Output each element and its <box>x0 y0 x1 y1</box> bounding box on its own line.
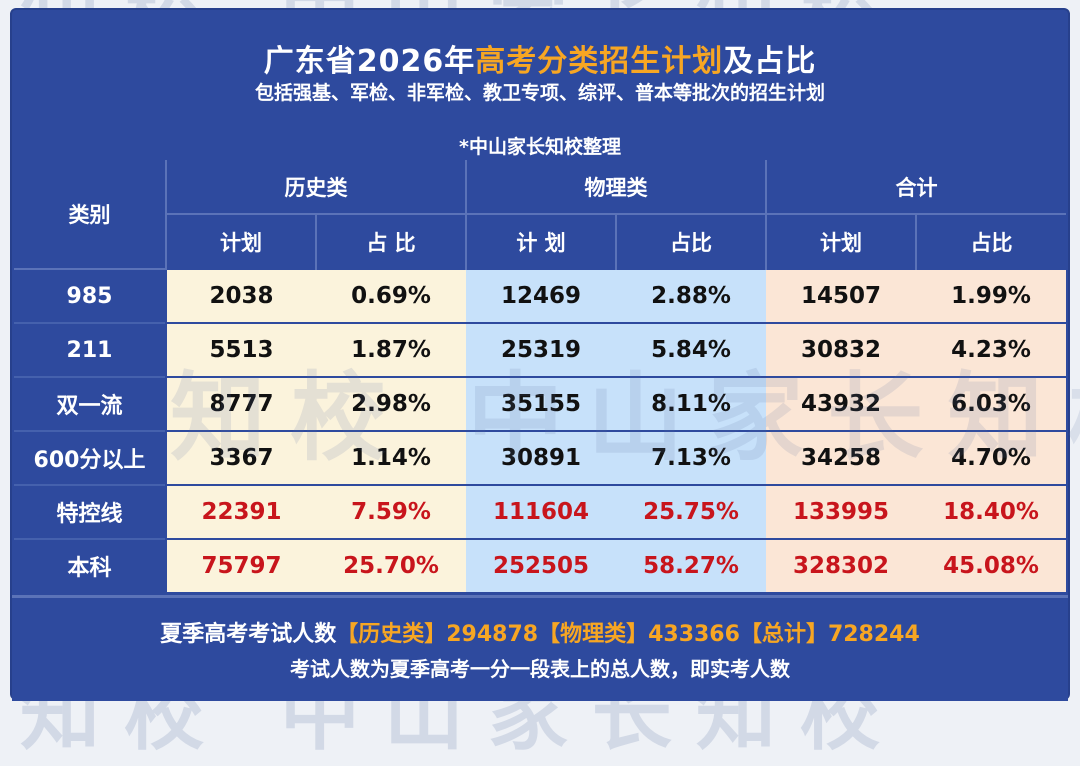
total-ratio-cell: 18.40% <box>916 484 1066 539</box>
history-plan-cell: 75797 <box>165 538 316 592</box>
row-label: 双一流 <box>14 376 166 431</box>
table-row-special-control-line: 特控线 22391 7.59% 111604 25.75% 133995 18.… <box>14 484 1066 539</box>
total-ratio-cell: 45.08% <box>916 538 1066 592</box>
history-ratio-cell: 25.70% <box>316 538 466 592</box>
subheader-history-ratio: 占 比 <box>315 214 466 269</box>
exam-count-note: 考试人数为夏季高考一分一段表上的总人数，即实考人数 <box>290 657 790 681</box>
physics-ratio-cell: 5.84% <box>616 322 766 377</box>
history-plan-cell: 8777 <box>165 376 316 431</box>
subheader-physics-ratio: 占比 <box>615 214 766 269</box>
history-plan-cell: 2038 <box>165 268 316 323</box>
physics-plan-cell: 25319 <box>466 322 616 377</box>
exam-count-total: 【总计】728244 <box>739 622 920 647</box>
physics-plan-cell: 12469 <box>466 268 616 323</box>
history-plan-cell: 22391 <box>165 484 316 539</box>
physics-plan-cell: 252505 <box>466 538 616 592</box>
total-ratio-cell: 6.03% <box>916 376 1066 431</box>
total-plan-cell: 133995 <box>766 484 916 539</box>
total-plan-cell: 14507 <box>766 268 916 323</box>
total-ratio-cell: 4.70% <box>916 430 1066 485</box>
table-row-985: 985 2038 0.69% 12469 2.88% 14507 1.99% <box>14 268 1066 323</box>
history-ratio-cell: 2.98% <box>316 376 466 431</box>
row-label: 特控线 <box>14 484 166 539</box>
physics-ratio-cell: 2.88% <box>616 268 766 323</box>
title-suffix: 及占比 <box>723 44 817 79</box>
row-label: 本科 <box>14 538 166 592</box>
subheader-physics-plan: 计 划 <box>465 214 616 269</box>
exam-count-label: 夏季高考考试人数 <box>160 622 337 647</box>
history-plan-cell: 3367 <box>165 430 316 485</box>
table-row-undergraduate: 本科 75797 25.70% 252505 58.27% 328302 45.… <box>14 538 1066 592</box>
history-ratio-cell: 1.87% <box>316 322 466 377</box>
history-ratio-cell: 1.14% <box>316 430 466 485</box>
physics-plan-cell: 35155 <box>466 376 616 431</box>
table-row-211: 211 5513 1.87% 25319 5.84% 30832 4.23% <box>14 322 1066 377</box>
infographic-panel: 广东省2026年高考分类招生计划及占比 包括强基、军检、非军检、教卫专项、综评、… <box>12 10 1068 701</box>
group-header-history: 历史类 <box>165 160 466 215</box>
title-prefix: 广东省2026年 <box>263 44 476 79</box>
title-highlight: 高考分类招生计划 <box>475 44 724 79</box>
row-label: 211 <box>14 322 166 377</box>
page-title: 广东省2026年高考分类招生计划及占比 <box>12 36 1068 80</box>
physics-ratio-cell: 7.13% <box>616 430 766 485</box>
physics-plan-cell: 30891 <box>466 430 616 485</box>
admission-plan-table: 类别 历史类 物理类 合计 计划 占 比 计 划 占比 计划 占比 985 20… <box>14 160 1066 592</box>
credit-note: *中山家长知校整理 <box>459 136 621 158</box>
row-label: 600分以上 <box>14 430 166 485</box>
total-plan-cell: 43932 <box>766 376 916 431</box>
exam-count-history: 【历史类】294878 <box>336 622 539 647</box>
subheader-total-ratio: 占比 <box>915 214 1066 269</box>
exam-count-line: 夏季高考考试人数【历史类】294878【物理类】433366【总计】728244 <box>12 616 1068 648</box>
history-ratio-cell: 0.69% <box>316 268 466 323</box>
group-header-total: 合计 <box>765 160 1066 215</box>
summary-footer: 夏季高考考试人数【历史类】294878【物理类】433366【总计】728244… <box>12 595 1068 701</box>
exam-count-physics: 【物理类】433366 <box>538 622 740 647</box>
physics-ratio-cell: 58.27% <box>616 538 766 592</box>
total-plan-cell: 328302 <box>766 538 916 592</box>
page-subtitle: 包括强基、军检、非军检、教卫专项、综评、普本等批次的招生计划 <box>254 82 825 104</box>
history-plan-cell: 5513 <box>165 322 316 377</box>
total-ratio-cell: 1.99% <box>916 268 1066 323</box>
physics-ratio-cell: 25.75% <box>616 484 766 539</box>
table-row-600-plus: 600分以上 3367 1.14% 30891 7.13% 34258 4.70… <box>14 430 1066 485</box>
physics-ratio-cell: 8.11% <box>616 376 766 431</box>
group-header-physics: 物理类 <box>465 160 766 215</box>
row-label: 985 <box>14 268 166 323</box>
total-plan-cell: 30832 <box>766 322 916 377</box>
physics-plan-cell: 111604 <box>466 484 616 539</box>
category-header: 类别 <box>14 160 166 270</box>
total-ratio-cell: 4.23% <box>916 322 1066 377</box>
subheader-history-plan: 计划 <box>165 214 316 269</box>
subheader-total-plan: 计划 <box>765 214 916 269</box>
table-row-double-first-class: 双一流 8777 2.98% 35155 8.11% 43932 6.03% <box>14 376 1066 431</box>
history-ratio-cell: 7.59% <box>316 484 466 539</box>
total-plan-cell: 34258 <box>766 430 916 485</box>
